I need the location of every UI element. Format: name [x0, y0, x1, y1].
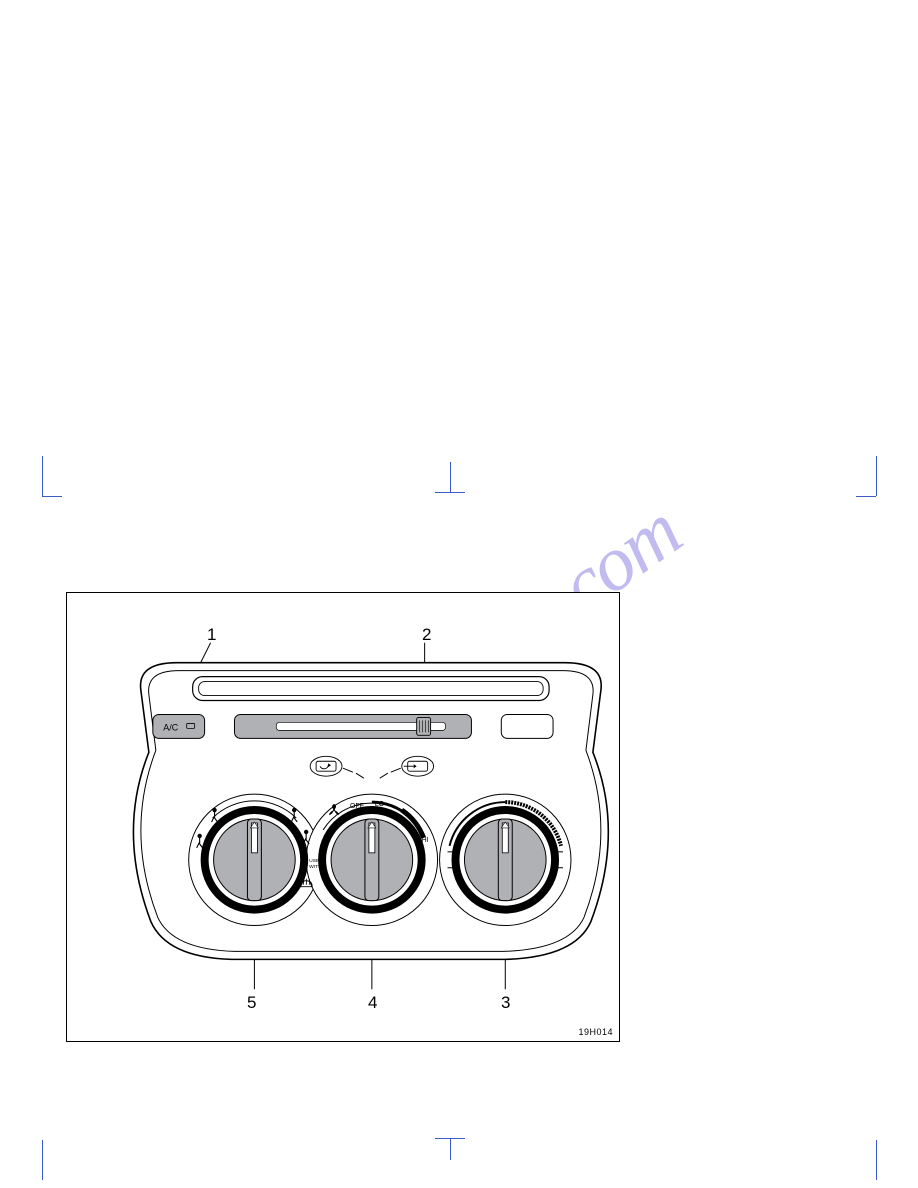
callout-4: 4 [368, 993, 377, 1013]
crop-mark-left-bot [42, 1140, 62, 1180]
climate-panel-svg: A/C [67, 593, 619, 1041]
crop-mark-center-bot [435, 1130, 465, 1160]
figure-code: 19H014 [578, 1027, 613, 1037]
climate-control-figure: 1 2 3 4 5 19H014 [66, 592, 620, 1042]
callout-3: 3 [501, 993, 510, 1013]
crop-mark-right [856, 456, 876, 496]
crop-mark-right-bot [876, 1140, 896, 1180]
callout-1: 1 [207, 625, 216, 645]
ac-button: A/C [153, 714, 205, 738]
crop-mark-left [42, 456, 62, 496]
callout-5: 5 [247, 993, 256, 1013]
crop-mark-center-top [435, 462, 465, 492]
callout-2: 2 [422, 625, 431, 645]
air-intake-slider [234, 714, 471, 738]
ac-label: A/C [163, 722, 178, 732]
